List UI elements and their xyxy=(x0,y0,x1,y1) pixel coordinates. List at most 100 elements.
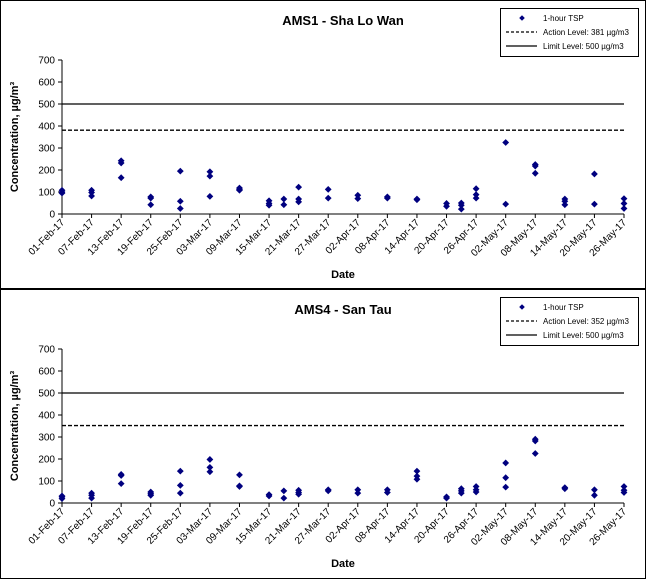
data-point xyxy=(117,174,125,182)
y-axis-title: Concentration, µg/m³ xyxy=(9,371,21,482)
data-point xyxy=(236,184,243,192)
legend-label: 1-hour TSP xyxy=(543,303,584,312)
y-tick-label: 700 xyxy=(38,56,55,67)
data-point xyxy=(176,167,184,175)
y-tick-label: 0 xyxy=(49,210,55,221)
data-point xyxy=(502,139,510,146)
y-tick-label: 700 xyxy=(38,345,55,356)
legend-label: Action Level: 381 µg/m3 xyxy=(543,28,630,37)
x-axis-title: Date xyxy=(331,269,355,281)
y-tick-label: 500 xyxy=(38,389,55,400)
data-point xyxy=(88,489,95,497)
data-point xyxy=(117,480,125,488)
data-point xyxy=(295,486,303,494)
data-point xyxy=(280,201,288,209)
data-point xyxy=(413,467,421,475)
legend-label: Action Level: 352 µg/m3 xyxy=(543,317,630,326)
y-axis-title: Concentration, µg/m³ xyxy=(9,82,21,193)
data-point xyxy=(620,486,628,494)
y-tick-label: 0 xyxy=(49,499,55,510)
data-point xyxy=(176,205,184,212)
data-point xyxy=(280,487,288,495)
chart-panel-ams4: AMS4 - San Tau 0 100 200 300 400 500 600 700 01-F… xyxy=(0,289,646,579)
y-tick-label: 200 xyxy=(38,455,55,466)
legend-label: Limit Level: 500 µg/m3 xyxy=(543,331,624,340)
data-point xyxy=(265,491,273,499)
data-point xyxy=(176,482,184,489)
data-point xyxy=(117,157,125,165)
data-point xyxy=(502,474,510,482)
data-point xyxy=(531,169,539,177)
data-point xyxy=(295,183,303,191)
legend-marker-diamond xyxy=(519,15,525,21)
data-point xyxy=(236,471,243,479)
data-point xyxy=(88,192,95,200)
chart-ams1: AMS1 - Sha Lo Wan01002003004005006007000… xyxy=(0,0,646,289)
data-point xyxy=(176,197,184,205)
data-point xyxy=(324,194,332,202)
data-point xyxy=(472,185,480,193)
y-tick-label: 200 xyxy=(38,166,55,177)
chart-ams4: AMS4 - San Tau010020030040050060070001-F… xyxy=(0,289,646,579)
data-point xyxy=(176,489,184,497)
data-point xyxy=(147,201,155,209)
data-point xyxy=(280,494,288,502)
data-point xyxy=(58,186,66,194)
chart-panel-ams1: AMS1 - Sha Lo Wan 0 100 200 300 400 500 600 700 0… xyxy=(0,0,646,289)
data-point xyxy=(413,195,421,203)
data-point xyxy=(236,482,243,490)
data-point xyxy=(502,459,510,467)
y-tick-label: 400 xyxy=(38,122,55,133)
legend-label: Limit Level: 500 µg/m3 xyxy=(543,42,624,51)
y-tick-label: 100 xyxy=(38,188,55,199)
data-point xyxy=(443,200,450,207)
y-tick-label: 600 xyxy=(38,78,55,89)
data-point xyxy=(354,191,362,199)
data-point xyxy=(206,168,214,176)
data-point xyxy=(58,492,66,500)
data-point xyxy=(383,486,391,494)
data-point xyxy=(591,486,598,494)
data-point xyxy=(147,193,155,201)
data-point xyxy=(206,193,214,200)
data-point xyxy=(206,456,214,463)
data-point xyxy=(443,493,450,501)
data-point xyxy=(324,486,332,494)
x-axis-title: Date xyxy=(331,558,355,570)
legend-label: 1-hour TSP xyxy=(543,14,584,23)
y-tick-label: 600 xyxy=(38,367,55,378)
data-point xyxy=(561,484,569,491)
data-point xyxy=(206,172,214,180)
y-tick-label: 500 xyxy=(38,100,55,111)
data-point xyxy=(457,205,465,213)
data-point xyxy=(265,197,273,205)
data-point xyxy=(502,483,510,491)
data-point xyxy=(591,170,598,178)
data-point xyxy=(457,199,465,207)
data-point xyxy=(472,191,480,199)
data-point xyxy=(413,472,421,480)
data-point xyxy=(457,485,465,493)
data-point xyxy=(502,200,510,208)
data-point xyxy=(176,467,184,475)
data-point xyxy=(206,468,214,476)
data-point xyxy=(280,195,288,203)
legend-marker-diamond xyxy=(519,304,525,310)
data-point xyxy=(561,195,569,203)
data-point xyxy=(206,463,214,471)
y-tick-label: 300 xyxy=(38,433,55,444)
tsp-series xyxy=(58,139,628,213)
chart-title: AMS4 - San Tau xyxy=(294,302,391,317)
data-point xyxy=(620,195,628,202)
data-point xyxy=(472,194,480,202)
data-point xyxy=(620,205,628,212)
data-point xyxy=(561,201,569,209)
y-tick-label: 400 xyxy=(38,411,55,422)
data-point xyxy=(620,200,628,207)
data-point xyxy=(354,486,362,494)
y-tick-label: 100 xyxy=(38,477,55,488)
data-point xyxy=(383,193,391,201)
data-point xyxy=(324,185,332,193)
chart-title: AMS1 - Sha Lo Wan xyxy=(282,13,404,28)
